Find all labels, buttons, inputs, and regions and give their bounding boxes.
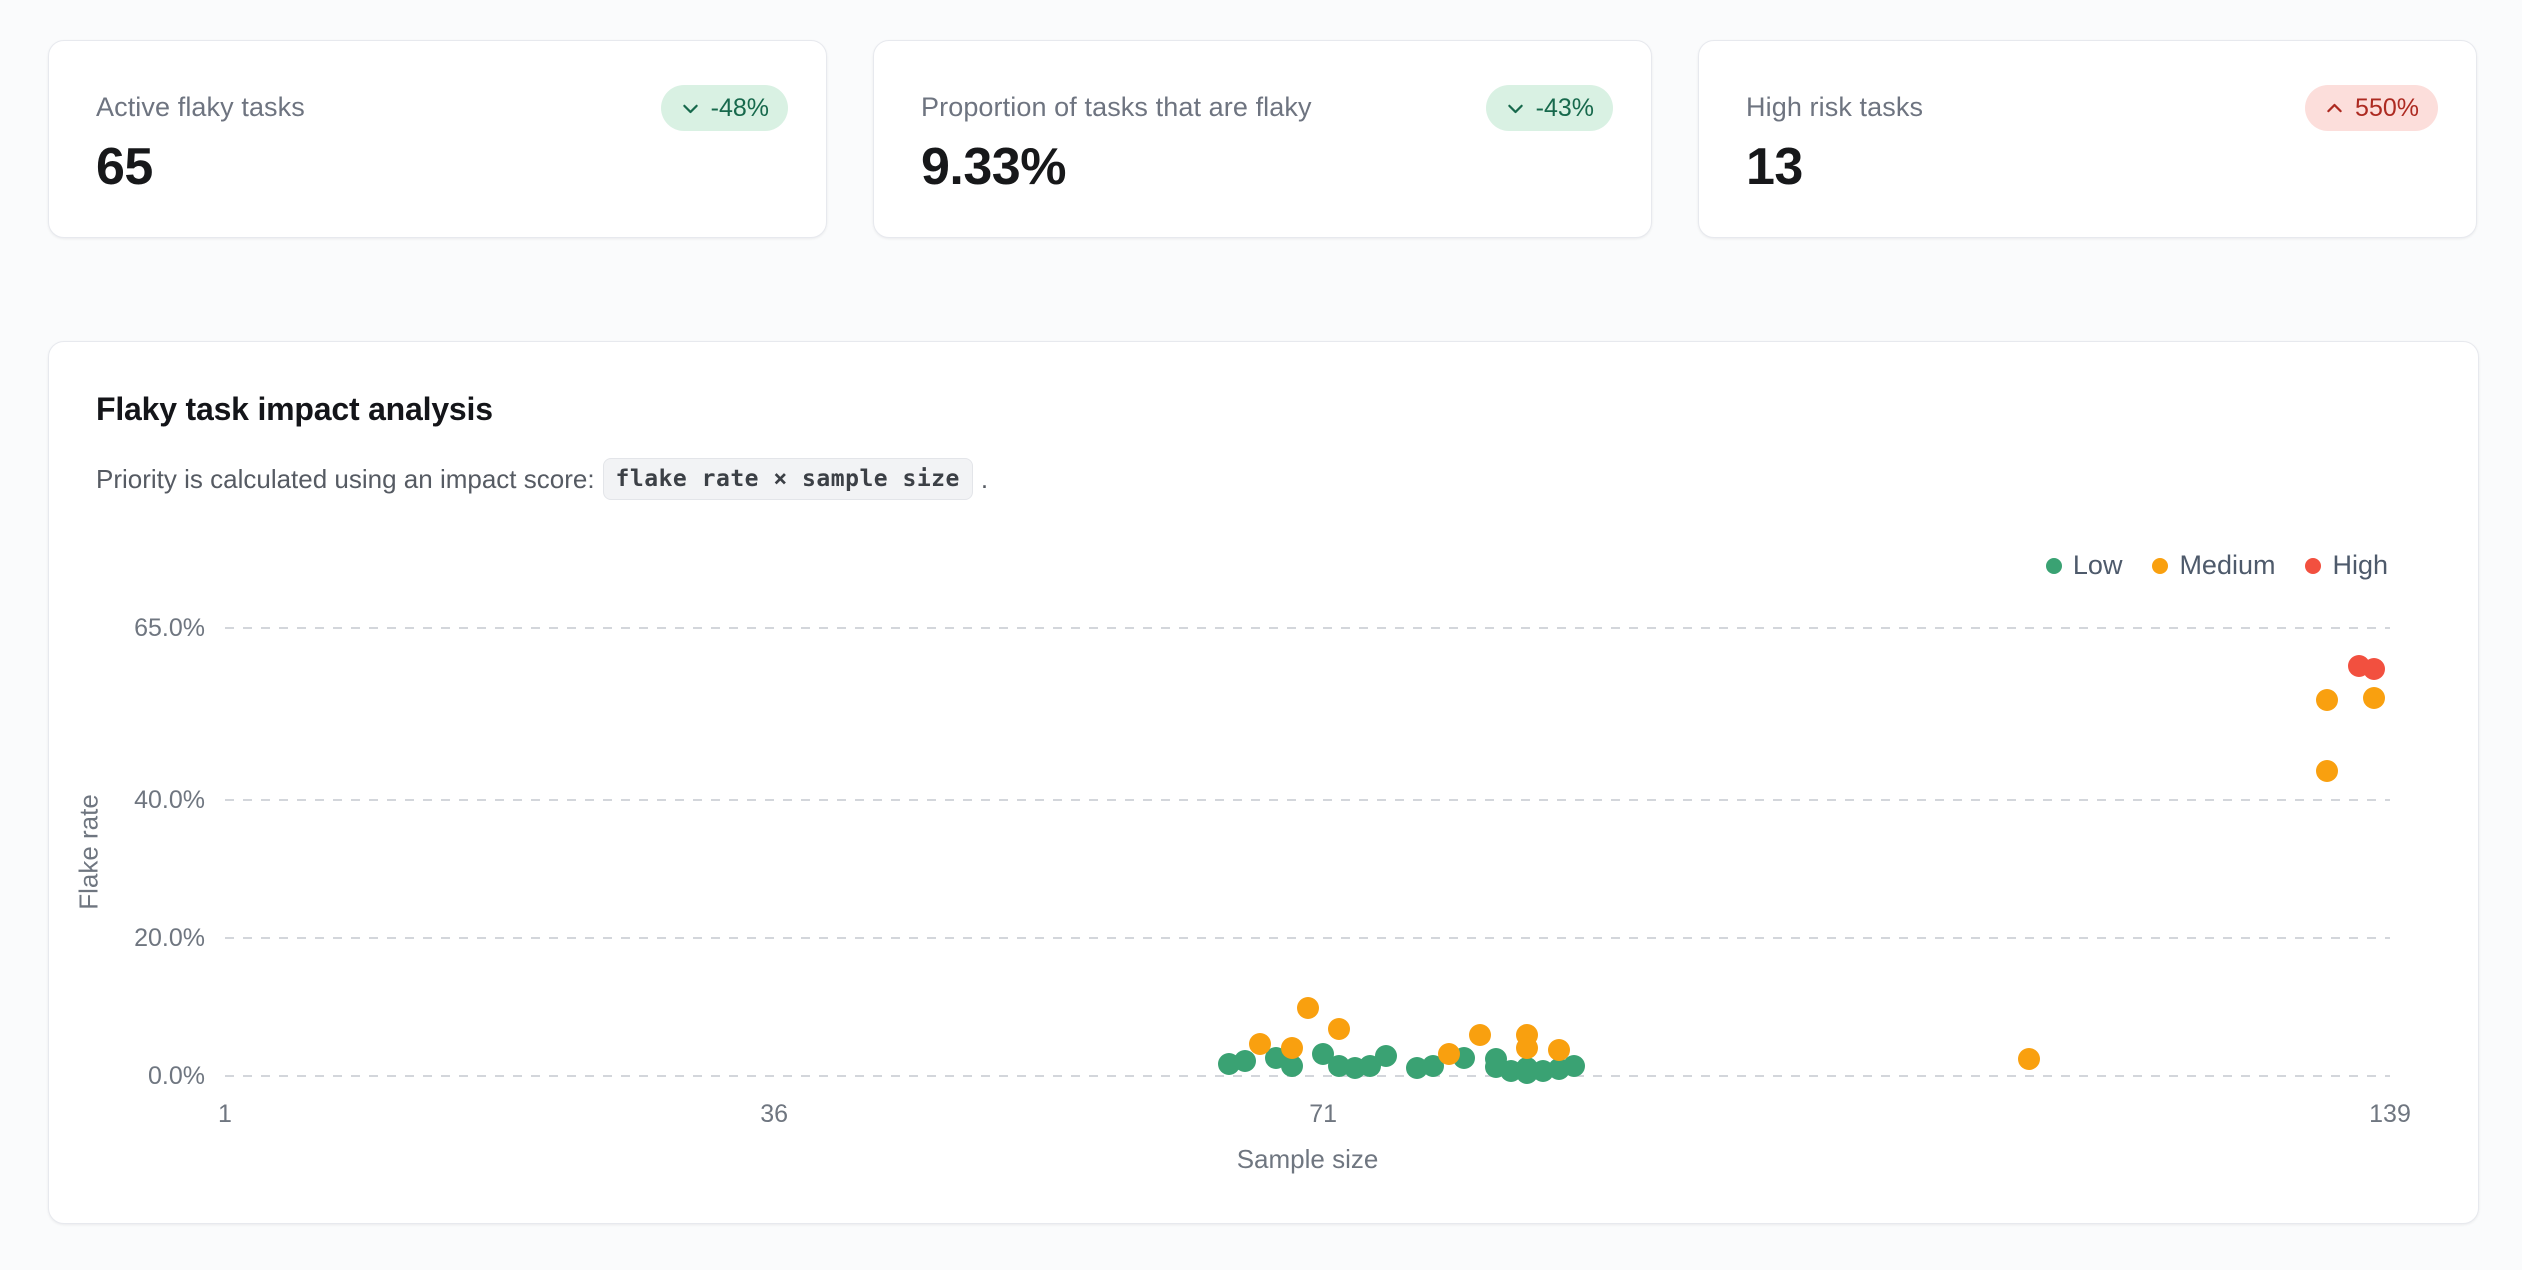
- scatter-point-low[interactable]: [1374, 1045, 1397, 1067]
- gridline: [225, 937, 2390, 940]
- scatter-point-medium[interactable]: [1516, 1036, 1539, 1059]
- stat-card-high-risk-tasks: High risk tasks 13 550%: [1698, 40, 2477, 238]
- scatter-point-low[interactable]: [1563, 1055, 1586, 1078]
- gridline: [225, 627, 2390, 629]
- subtitle-text: Priority is calculated using an impact s…: [96, 464, 595, 494]
- chart-legend: Low Medium High: [2045, 550, 2388, 581]
- delta-badge: 550%: [2305, 85, 2438, 131]
- stat-card-proportion-flaky: Proportion of tasks that are flaky 9.33%…: [873, 40, 1652, 238]
- stat-value: 13: [1746, 138, 1803, 196]
- legend-item-low[interactable]: Low: [2045, 550, 2123, 581]
- stat-value: 9.33%: [921, 138, 1066, 196]
- y-tick-label: 0.0%: [148, 1062, 205, 1090]
- chart-subtitle: Priority is calculated using an impact s…: [96, 458, 988, 500]
- legend-item-high[interactable]: High: [2305, 550, 2388, 581]
- scatter-point-medium[interactable]: [1547, 1039, 1570, 1062]
- gridline: [225, 799, 2390, 802]
- scatter-point-medium[interactable]: [1249, 1033, 1272, 1056]
- legend-dot-icon: [2305, 557, 2322, 574]
- y-tick-label: 40.0%: [134, 786, 205, 815]
- scatter-point-medium[interactable]: [1280, 1036, 1303, 1059]
- scatter-point-medium[interactable]: [1469, 1023, 1492, 1046]
- delta-value: -48%: [710, 93, 769, 122]
- chevron-down-icon: [680, 98, 701, 119]
- y-tick-label: 20.0%: [134, 924, 205, 953]
- delta-value: -43%: [1535, 93, 1594, 122]
- stat-card-active-flaky-tasks: Active flaky tasks 65 -48%: [48, 40, 827, 238]
- scatter-point-medium[interactable]: [1437, 1042, 1460, 1065]
- scatter-point-medium[interactable]: [2018, 1047, 2041, 1070]
- stat-label: Active flaky tasks: [96, 92, 305, 122]
- scatter-point-medium[interactable]: [1327, 1018, 1350, 1041]
- legend-label: Medium: [2179, 550, 2276, 580]
- delta-badge: -43%: [1485, 85, 1613, 131]
- chevron-up-icon: [2324, 98, 2345, 119]
- stat-value: 65: [96, 138, 153, 196]
- scatter-plot-area: 65.0% 40.0% 20.0% 0.0% 1 36 71 139: [134, 614, 2411, 1128]
- scatter-point-medium[interactable]: [2316, 759, 2339, 782]
- delta-value: 550%: [2355, 93, 2419, 122]
- scatter-point-high[interactable]: [2363, 658, 2386, 681]
- flaky-task-impact-analysis-card: Flaky task impact analysis Priority is c…: [48, 341, 2479, 1224]
- x-tick-label: 139: [2369, 1100, 2411, 1128]
- legend-item-medium[interactable]: Medium: [2152, 550, 2275, 581]
- x-tick-label: 36: [760, 1100, 788, 1128]
- impact-score-formula-chip: flake rate × sample size: [602, 458, 973, 500]
- scatter-point-low[interactable]: [1233, 1049, 1256, 1072]
- gridline: [225, 1075, 2390, 1077]
- scatter-point-medium[interactable]: [2363, 687, 2386, 710]
- x-tick-label: 1: [218, 1100, 232, 1128]
- scatter-point-low[interactable]: [1280, 1054, 1303, 1077]
- chevron-down-icon: [1505, 98, 1526, 119]
- scatter-point-medium[interactable]: [2316, 688, 2339, 711]
- scatter-point-low[interactable]: [1422, 1054, 1444, 1077]
- delta-badge: -48%: [660, 85, 788, 131]
- subtitle-period: .: [980, 464, 989, 494]
- legend-label: Low: [2072, 550, 2123, 580]
- scatter-point-medium[interactable]: [1296, 996, 1319, 1019]
- stat-label: Proportion of tasks that are flaky: [921, 92, 1312, 122]
- legend-label: High: [2332, 550, 2388, 580]
- chart-title: Flaky task impact analysis: [96, 391, 493, 427]
- x-tick-label: 71: [1309, 1100, 1338, 1128]
- y-axis-title: Flake rate: [73, 794, 104, 910]
- legend-dot-icon: [2045, 557, 2062, 574]
- y-tick-label: 65.0%: [134, 614, 205, 642]
- x-axis-title: Sample size: [1236, 1144, 1379, 1174]
- legend-dot-icon: [2152, 557, 2169, 574]
- stat-label: High risk tasks: [1746, 92, 1924, 122]
